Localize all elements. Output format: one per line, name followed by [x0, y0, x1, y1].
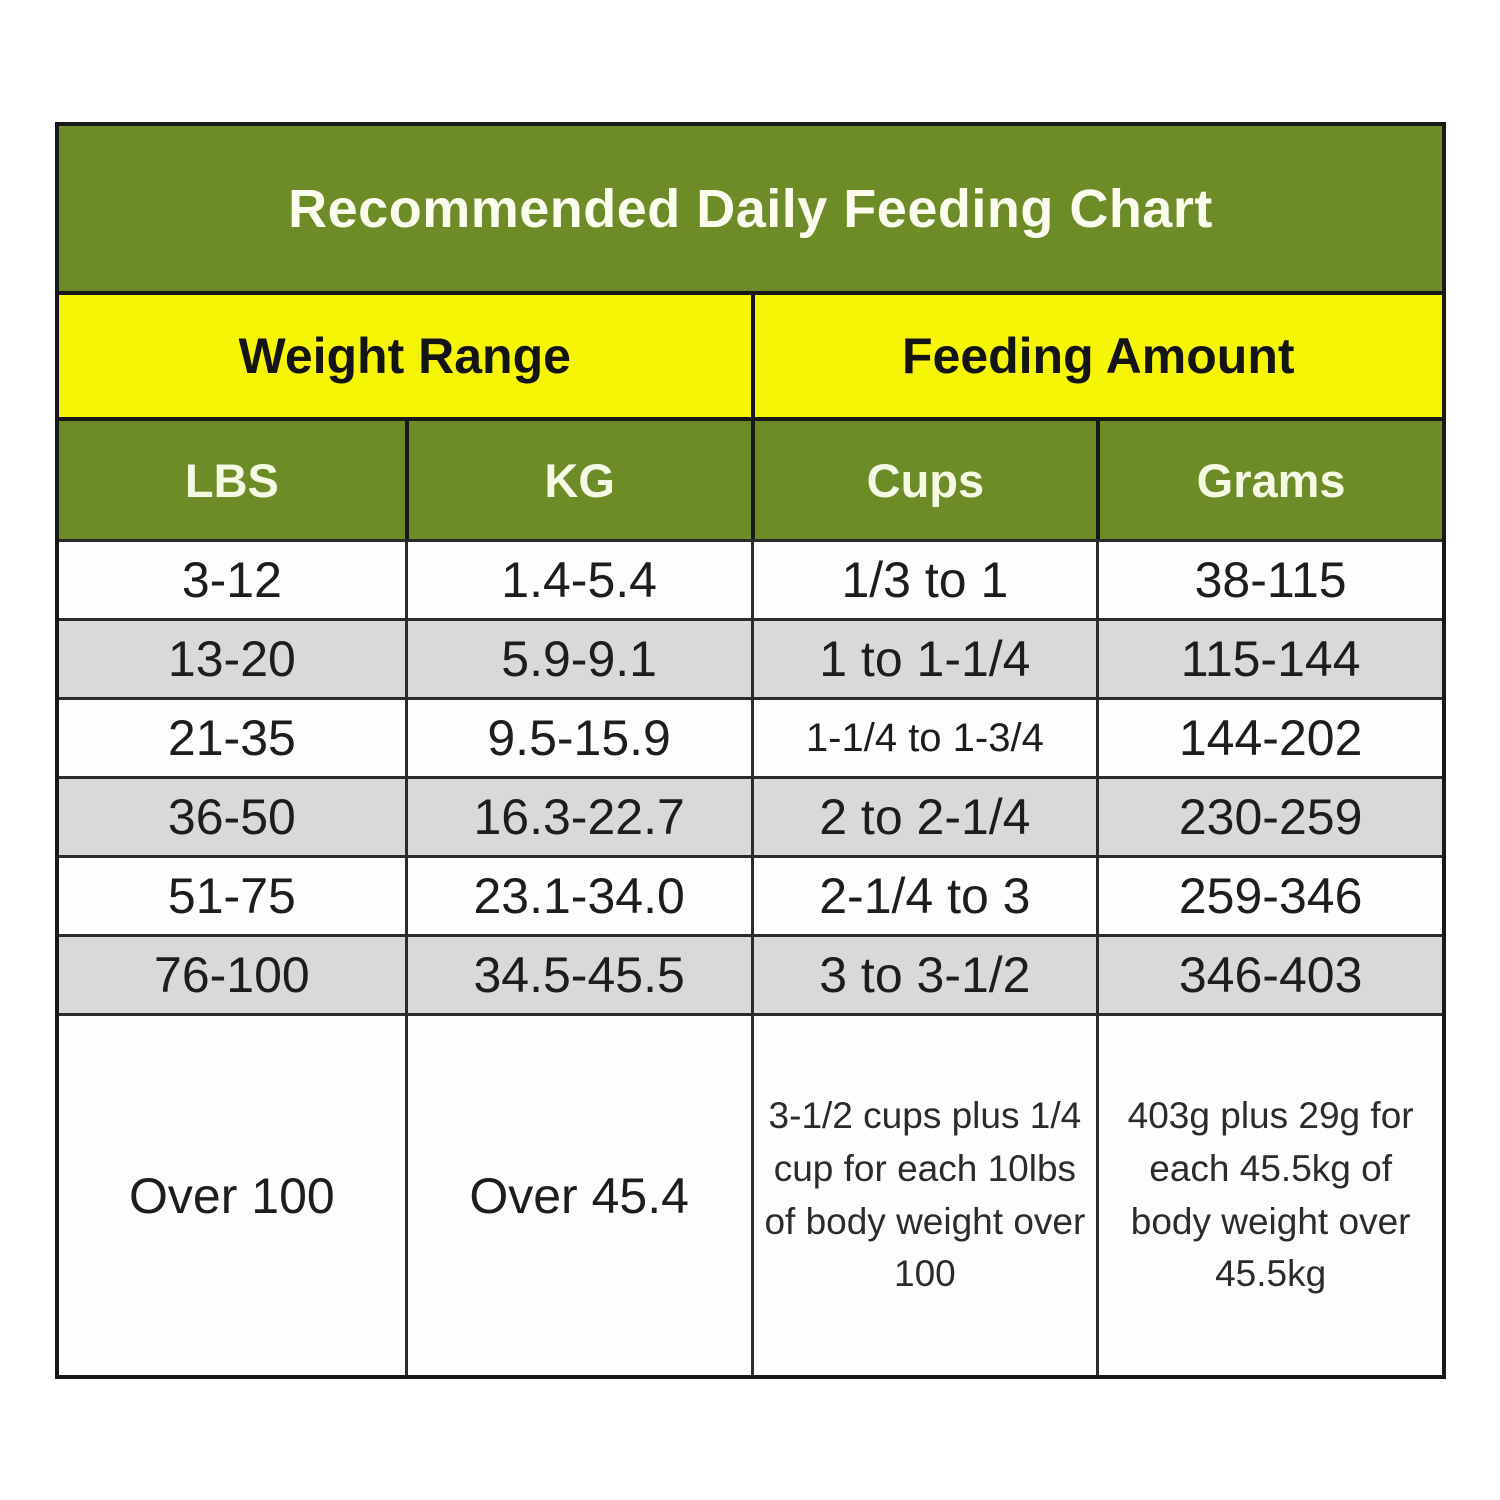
cell-kg: 23.1-34.0 [404, 858, 751, 934]
table-row: 51-75 23.1-34.0 2-1/4 to 3 259-346 [59, 855, 1442, 934]
cell-value: 34.5-45.5 [473, 947, 685, 1003]
cell-lbs: 21-35 [59, 700, 405, 776]
column-header-lbs-label: LBS [184, 453, 279, 507]
cell-lbs: 51-75 [59, 858, 405, 934]
cell-value: 21-35 [167, 710, 296, 766]
cell-value: 115-144 [1180, 631, 1361, 687]
cell-lbs: Over 100 [59, 1016, 405, 1375]
cell-value: 2-1/4 to 3 [819, 868, 1031, 924]
cell-kg: 9.5-15.9 [404, 700, 751, 776]
group-header-feeding-amount: Feeding Amount [750, 295, 1443, 417]
table-title-cell: Recommended Daily Feeding Chart [59, 126, 1442, 291]
cell-value: 230-259 [1178, 789, 1363, 845]
column-header-kg-label: KG [544, 453, 615, 507]
cell-lbs: 36-50 [59, 779, 405, 855]
column-header-row: LBS KG Cups Grams [59, 417, 1442, 539]
cell-cups: 1-1/4 to 1-3/4 [750, 700, 1097, 776]
cell-lbs: 76-100 [59, 937, 405, 1013]
table-title-row: Recommended Daily Feeding Chart [59, 126, 1442, 291]
cell-value: 13-20 [167, 631, 296, 687]
cell-value: 259-346 [1178, 868, 1363, 924]
group-header-row: Weight Range Feeding Amount [59, 291, 1442, 417]
column-header-cups: Cups [750, 421, 1097, 539]
cell-value: 3-1/2 cups plus 1/4 cup for each 10lbs o… [764, 1095, 1086, 1295]
cell-kg: Over 45.4 [404, 1016, 751, 1375]
table-row: 3-12 1.4-5.4 1/3 to 1 38-115 [59, 539, 1442, 618]
cell-value: 3-12 [181, 552, 282, 608]
cell-value: 51-75 [167, 868, 296, 924]
group-header-feeding-amount-label: Feeding Amount [901, 328, 1295, 384]
cell-cups: 3-1/2 cups plus 1/4 cup for each 10lbs o… [750, 1016, 1097, 1375]
cell-kg: 34.5-45.5 [404, 937, 751, 1013]
table-row: 21-35 9.5-15.9 1-1/4 to 1-3/4 144-202 [59, 697, 1442, 776]
column-header-kg: KG [404, 421, 751, 539]
cell-value: 2 to 2-1/4 [819, 789, 1031, 845]
cell-value: 1.4-5.4 [501, 552, 657, 608]
cell-cups: 2-1/4 to 3 [750, 858, 1097, 934]
cell-grams: 403g plus 29g for each 45.5kg of body we… [1096, 1016, 1442, 1375]
table-row: 76-100 34.5-45.5 3 to 3-1/2 346-403 [59, 934, 1442, 1013]
cell-value: 76-100 [154, 947, 310, 1003]
cell-lbs: 13-20 [59, 621, 405, 697]
cell-cups: 1 to 1-1/4 [750, 621, 1097, 697]
cell-value: 16.3-22.7 [473, 789, 685, 845]
cell-grams: 230-259 [1096, 779, 1442, 855]
cell-value: 144-202 [1178, 710, 1363, 766]
cell-value: 5.9-9.1 [501, 631, 657, 687]
cell-value: 38-115 [1194, 552, 1347, 608]
cell-value: 1-1/4 to 1-3/4 [805, 715, 1044, 760]
cell-kg: 1.4-5.4 [404, 542, 751, 618]
feeding-chart-table: Recommended Daily Feeding Chart Weight R… [55, 122, 1446, 1379]
cell-value: 1/3 to 1 [841, 552, 1009, 608]
table-title: Recommended Daily Feeding Chart [288, 178, 1213, 239]
cell-cups: 1/3 to 1 [750, 542, 1097, 618]
table-row: 36-50 16.3-22.7 2 to 2-1/4 230-259 [59, 776, 1442, 855]
cell-value: 346-403 [1178, 947, 1363, 1003]
table-row: 13-20 5.9-9.1 1 to 1-1/4 115-144 [59, 618, 1442, 697]
column-header-grams: Grams [1096, 421, 1442, 539]
cell-cups: 3 to 3-1/2 [750, 937, 1097, 1013]
cell-value: 36-50 [167, 789, 296, 845]
column-header-cups-label: Cups [866, 453, 985, 507]
table-row: Over 100 Over 45.4 3-1/2 cups plus 1/4 c… [59, 1013, 1442, 1375]
cell-grams: 144-202 [1096, 700, 1442, 776]
group-header-weight-range-label: Weight Range [238, 328, 571, 384]
cell-value: Over 100 [129, 1167, 335, 1224]
cell-grams: 115-144 [1096, 621, 1442, 697]
cell-kg: 5.9-9.1 [404, 621, 751, 697]
cell-grams: 38-115 [1096, 542, 1442, 618]
cell-value: Over 45.4 [469, 1167, 689, 1224]
cell-lbs: 3-12 [59, 542, 405, 618]
cell-grams: 346-403 [1096, 937, 1442, 1013]
cell-cups: 2 to 2-1/4 [750, 779, 1097, 855]
group-header-weight-range: Weight Range [59, 295, 751, 417]
cell-value: 403g plus 29g for each 45.5kg of body we… [1127, 1095, 1414, 1295]
column-header-grams-label: Grams [1196, 453, 1346, 507]
cell-value: 9.5-15.9 [487, 710, 671, 766]
cell-kg: 16.3-22.7 [404, 779, 751, 855]
cell-value: 3 to 3-1/2 [819, 947, 1031, 1003]
column-header-lbs: LBS [59, 421, 405, 539]
cell-grams: 259-346 [1096, 858, 1442, 934]
cell-value: 23.1-34.0 [473, 868, 685, 924]
cell-value: 1 to 1-1/4 [819, 631, 1031, 687]
